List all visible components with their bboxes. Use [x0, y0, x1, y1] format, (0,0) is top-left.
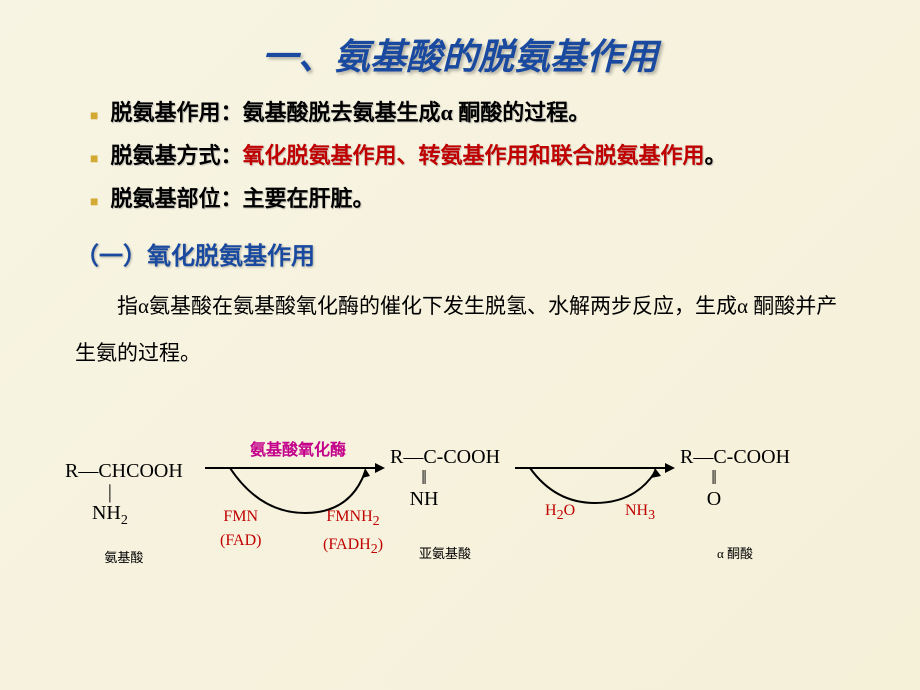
bullet-item: ■ 脱氨基作用：氨基酸脱去氨基生成α 酮酸的过程。	[90, 98, 845, 129]
bullet-marker-icon: ■	[90, 193, 98, 213]
enzyme-label: 氨基酸氧化酶	[250, 436, 346, 460]
bullet-item: ■ 脱氨基方式：氧化脱氨基作用、转氨基作用和联合脱氨基作用。	[90, 141, 845, 172]
cofactor-right: FMNH2 (FADH2)	[323, 508, 383, 558]
bullet-list: ■ 脱氨基作用：氨基酸脱去氨基生成α 酮酸的过程。 ■ 脱氨基方式：氧化脱氨基作…	[90, 98, 845, 214]
bullet-text: 脱氨基方式：氧化脱氨基作用、转氨基作用和联合脱氨基作用。	[110, 141, 726, 172]
molecule-amino-acid: R—CHCOOH | NH2 氨基酸	[65, 460, 183, 566]
molecule-keto-acid: R—C-COOH ‖ O α 酮酸	[680, 446, 790, 562]
bullet-item: ■ 脱氨基部位：主要在肝脏。	[90, 184, 845, 215]
bullet-text: 脱氨基部位：主要在肝脏。	[110, 184, 374, 215]
paragraph: 指α氨基酸在氨基酸氧化酶的催化下发生脱氢、水解两步反应，生成α 酮酸并产生氨的过…	[75, 283, 845, 375]
section-heading: （一）氧化脱氨基作用	[75, 236, 845, 271]
cofactor-left: FMN (FAD)	[220, 508, 261, 550]
slide-title: 一、氨基酸的脱氨基作用	[75, 28, 845, 80]
bullet-text: 脱氨基作用：氨基酸脱去氨基生成α 酮酸的过程。	[110, 98, 590, 129]
molecule-imino-acid: R—C-COOH ‖ NH 亚氨基酸	[390, 446, 500, 562]
bullet-marker-icon: ■	[90, 107, 98, 127]
water-label: H2O	[545, 502, 575, 524]
reaction-diagram: 氨基酸氧化酶 R—CHCOOH | NH2 氨基酸 FMN (FAD) FMNH…	[65, 440, 865, 590]
bullet-marker-icon: ■	[90, 150, 98, 170]
